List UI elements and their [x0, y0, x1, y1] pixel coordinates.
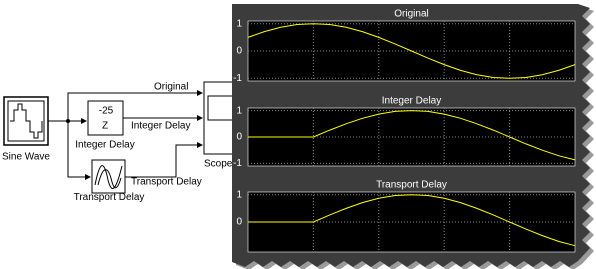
block-symbol: Z	[102, 121, 108, 132]
block-icon	[10, 103, 43, 139]
block-label: Scope	[204, 159, 233, 170]
signal-label: Transport Delay	[131, 177, 202, 188]
y-tick-label: 0	[236, 46, 242, 57]
signal-line	[248, 110, 576, 161]
integer-delay-block[interactable]	[87, 100, 124, 136]
block-icon	[7, 100, 45, 142]
y-tick-label: 1	[236, 18, 242, 29]
block-icon	[94, 165, 123, 189]
label-box: Transport Delay	[73, 192, 145, 203]
y-tick-label: -1	[233, 158, 242, 169]
wire	[67, 121, 91, 180]
transport-delay-block[interactable]	[91, 159, 126, 194]
sine-wave-block[interactable]	[3, 96, 49, 146]
block-icon	[97, 169, 122, 189]
signal-label: Integer Delay	[131, 121, 190, 132]
signal-line	[247, 23, 576, 79]
y-tick-label: 1	[236, 189, 242, 200]
branch-point	[66, 119, 70, 123]
signal-line	[248, 194, 576, 247]
block-label: Sine Wave	[2, 152, 50, 163]
y-tick-label: -1	[233, 73, 242, 84]
plot-title: Integer Delay	[382, 96, 441, 107]
scope-window: Original 1 0 -1 Integer Delay 1 0 -1 Transport D…	[232, 4, 594, 269]
block-label: Transport Delay	[73, 192, 145, 203]
plot-title: Original	[394, 9, 428, 20]
plot-title: Transport Delay	[376, 180, 447, 191]
y-tick-label: 0	[236, 217, 242, 228]
wire	[125, 142, 203, 178]
wire	[67, 90, 203, 121]
block-exponent: -25	[99, 106, 114, 117]
block-label: Integer Delay	[75, 140, 134, 151]
y-tick-label: 1	[236, 105, 242, 116]
signal-label: Original	[154, 82, 188, 93]
y-tick-label: 0	[236, 132, 242, 143]
